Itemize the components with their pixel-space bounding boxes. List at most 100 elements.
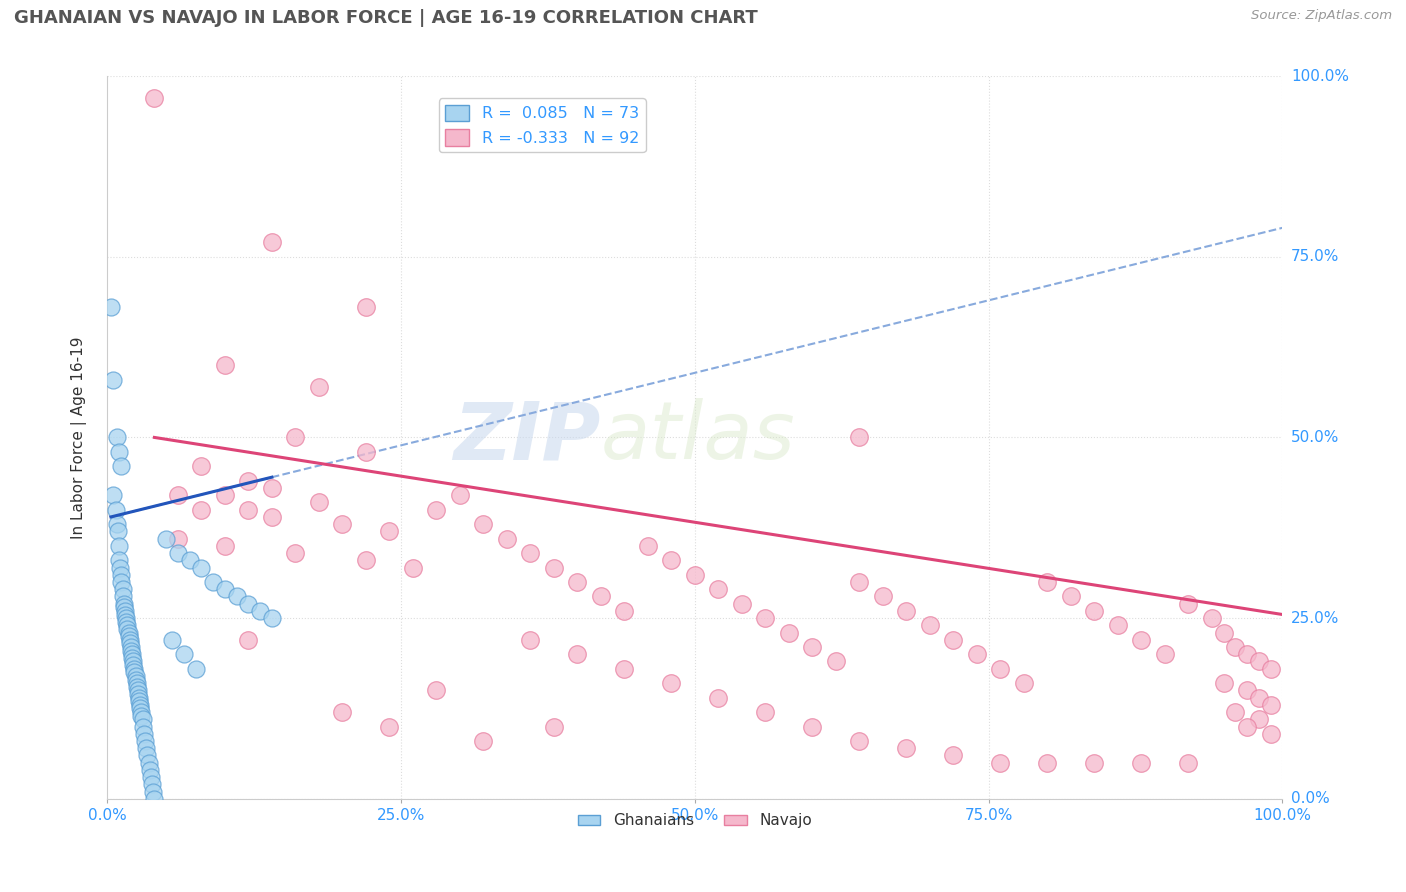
Point <box>127 683 149 698</box>
Point <box>260 481 283 495</box>
Point <box>214 582 236 597</box>
Point <box>801 720 824 734</box>
Point <box>848 574 870 589</box>
Point <box>107 524 129 539</box>
Point <box>942 632 965 647</box>
Point <box>143 91 166 105</box>
Point <box>118 636 141 650</box>
Point <box>129 701 152 715</box>
Point <box>120 640 142 654</box>
Point <box>613 604 636 618</box>
Point <box>127 687 149 701</box>
Point <box>754 705 776 719</box>
Point <box>1083 604 1105 618</box>
Point <box>472 517 495 532</box>
Point <box>1201 611 1223 625</box>
Point <box>238 502 260 516</box>
Point <box>801 640 824 654</box>
Point <box>425 683 447 698</box>
Point <box>260 235 283 250</box>
Point <box>190 560 212 574</box>
Point <box>135 741 157 756</box>
Point <box>105 430 128 444</box>
Point <box>131 708 153 723</box>
Point <box>543 560 565 574</box>
Point <box>103 488 125 502</box>
Point <box>104 502 127 516</box>
Point <box>707 690 730 705</box>
Point <box>990 756 1012 770</box>
Point <box>731 597 754 611</box>
Point <box>214 358 236 372</box>
Point <box>1247 655 1270 669</box>
Point <box>138 763 160 777</box>
Point <box>128 694 150 708</box>
Point <box>425 502 447 516</box>
Point <box>128 690 150 705</box>
Point <box>872 590 894 604</box>
Point <box>143 792 166 806</box>
Point <box>284 546 307 560</box>
Point <box>1083 756 1105 770</box>
Point <box>942 748 965 763</box>
Point <box>124 662 146 676</box>
Point <box>112 600 135 615</box>
Text: 0.0%: 0.0% <box>1291 791 1330 806</box>
Point <box>683 567 706 582</box>
Point <box>117 622 139 636</box>
Point <box>848 734 870 748</box>
Point <box>354 445 377 459</box>
Point <box>131 720 153 734</box>
Point <box>1260 727 1282 741</box>
Point <box>120 643 142 657</box>
Point <box>1060 590 1083 604</box>
Point <box>225 590 247 604</box>
Text: 25.0%: 25.0% <box>1291 611 1339 625</box>
Point <box>496 532 519 546</box>
Point <box>122 655 145 669</box>
Point <box>567 647 589 661</box>
Point <box>121 647 143 661</box>
Point <box>167 532 190 546</box>
Point <box>1177 597 1199 611</box>
Point <box>141 777 163 791</box>
Text: GHANAIAN VS NAVAJO IN LABOR FORCE | AGE 16-19 CORRELATION CHART: GHANAIAN VS NAVAJO IN LABOR FORCE | AGE … <box>14 9 758 27</box>
Point <box>108 539 131 553</box>
Point <box>190 502 212 516</box>
Point <box>1236 720 1258 734</box>
Point <box>1236 683 1258 698</box>
Text: 100.0%: 100.0% <box>1291 69 1348 84</box>
Point <box>378 524 401 539</box>
Point <box>918 618 941 632</box>
Point <box>184 662 207 676</box>
Point <box>567 574 589 589</box>
Point <box>238 632 260 647</box>
Point <box>378 720 401 734</box>
Point <box>848 430 870 444</box>
Point <box>1130 632 1153 647</box>
Point <box>117 618 139 632</box>
Point <box>105 517 128 532</box>
Point <box>990 662 1012 676</box>
Point <box>637 539 659 553</box>
Point <box>115 611 138 625</box>
Point <box>103 373 125 387</box>
Point <box>108 553 131 567</box>
Point <box>896 604 918 618</box>
Point <box>308 495 330 509</box>
Point <box>332 517 354 532</box>
Point <box>1154 647 1177 661</box>
Point <box>1247 690 1270 705</box>
Point <box>118 632 141 647</box>
Point <box>1107 618 1129 632</box>
Text: atlas: atlas <box>600 399 796 476</box>
Text: 50.0%: 50.0% <box>1291 430 1339 445</box>
Point <box>754 611 776 625</box>
Point <box>896 741 918 756</box>
Point <box>1236 647 1258 661</box>
Point <box>110 459 132 474</box>
Point <box>190 459 212 474</box>
Legend: Ghanaians, Navajo: Ghanaians, Navajo <box>571 807 818 835</box>
Point <box>114 607 136 622</box>
Point <box>238 597 260 611</box>
